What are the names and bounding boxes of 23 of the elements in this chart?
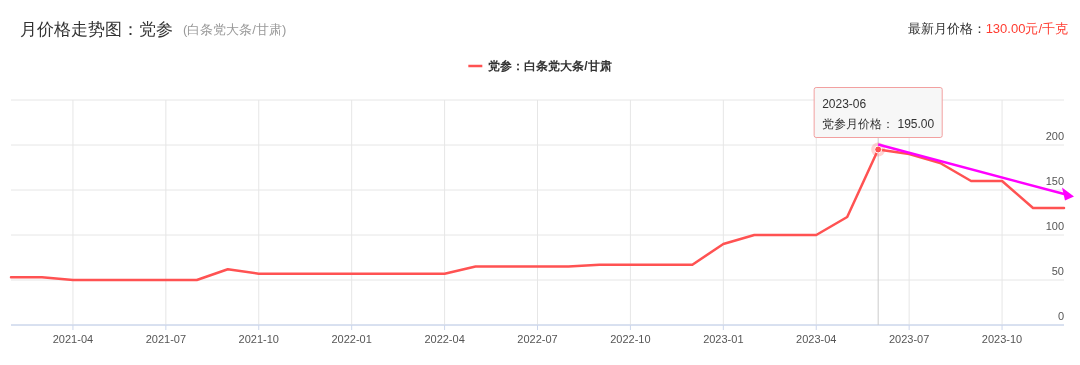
chart-title: 月价格走势图：党参: [20, 20, 173, 39]
y-tick-label: 200: [1045, 130, 1064, 142]
legend: 党参：白条党大条/甘肃: [468, 59, 612, 73]
x-tick-label: 2023-10: [981, 333, 1023, 345]
x-tick-label: 2021-10: [238, 333, 279, 345]
x-tick-label: 2021-04: [52, 333, 94, 345]
y-tick-label: 150: [1045, 175, 1064, 187]
text: 130.00元/千克: [985, 21, 1068, 36]
y-tick-label: 0: [1057, 310, 1064, 322]
x-tick-label: 2022-07: [517, 333, 558, 345]
x-tick-label: 2023-01: [703, 333, 744, 345]
x-tick-label: 2022-01: [331, 333, 372, 345]
annotation: 2023-06 党参月价格： 195.00: [813, 87, 943, 157]
annotation: 2023-06 党参月价格： 195.00: [822, 96, 935, 131]
y-tick-label: 50: [1051, 265, 1064, 277]
chart-subtitle: (白条党大条/甘肃): [183, 22, 287, 37]
x-tick-label: 2023-04: [796, 333, 837, 345]
x-tick-label: 2022-10: [610, 333, 651, 345]
x-tick-label: 2021-07: [145, 333, 187, 345]
y-tick-label: 100: [1045, 220, 1064, 232]
text: 最新月价格：: [907, 21, 986, 36]
x-tick-label: 2022-04: [424, 333, 465, 345]
x-tick-label: 2023-07: [888, 333, 930, 345]
